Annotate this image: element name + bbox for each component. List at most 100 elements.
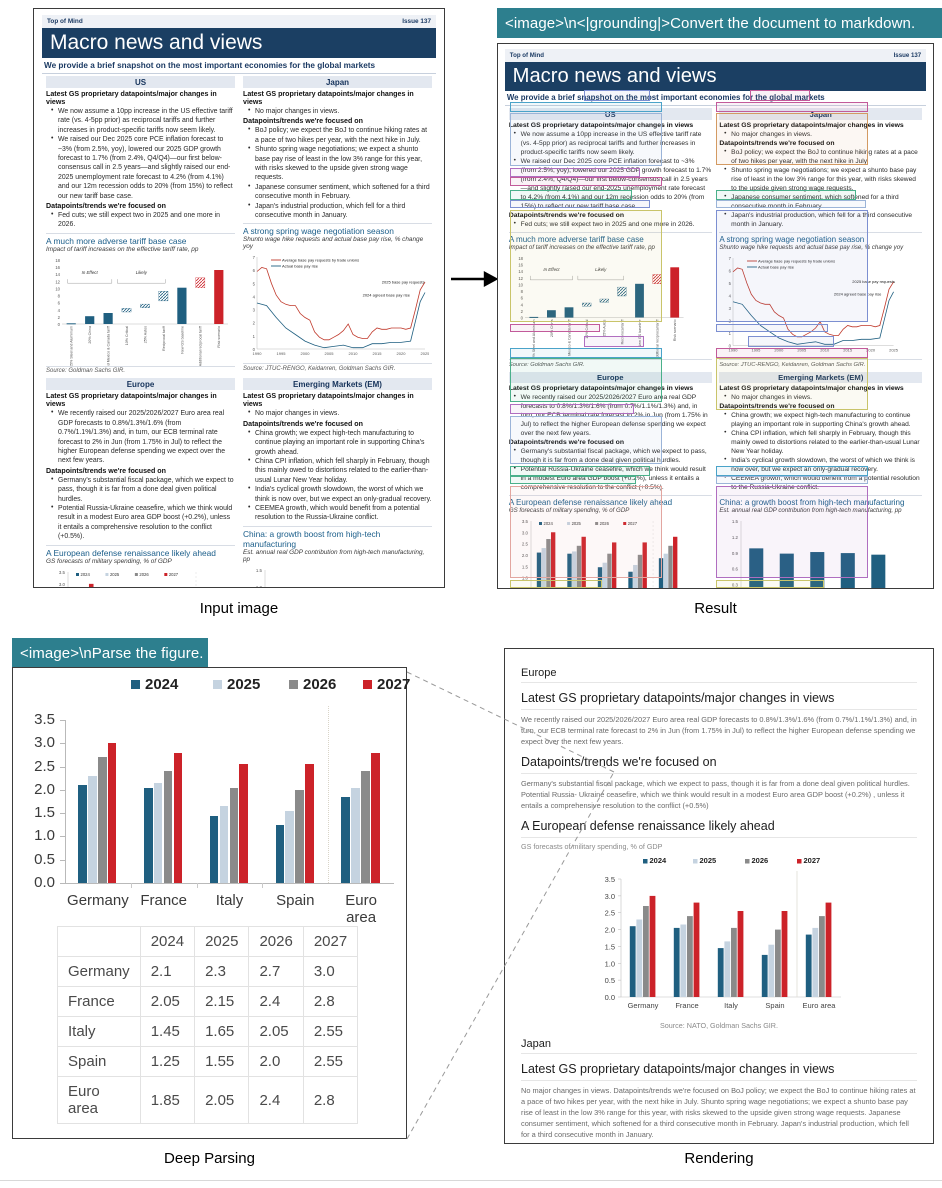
bullet-item: No major changes in views. [723,129,922,139]
bullet-item: Potential Russia-Ukraine ceasefire, whic… [513,464,712,492]
bullet-list: We recently raised our 2025/2026/2027 Eu… [50,408,235,465]
y-axis-tick-mark [60,859,65,861]
section-heading: Latest GS proprietary datapoints/major c… [243,392,414,409]
svg-text:0.6: 0.6 [732,567,739,572]
section-header: Japan [719,108,923,121]
table-header-cell: 2026 [248,926,304,957]
bullet-item: Fed cuts; we still expect two in 2025 an… [50,210,235,230]
bullet-list: China growth; we expect high-tech manufa… [247,428,432,523]
bar-Euro-area-2024 [341,796,351,883]
section-header: Emerging Markets (EM) [243,378,432,391]
section-heading: Datapoints/trends we're focused on [719,139,835,147]
doc-columns-top: US Latest GS proprietary datapoints/major… [42,74,436,376]
doc-topbar-left: Top of Mind [509,51,545,59]
section-heading: Datapoints/trends we're focused on [243,117,363,126]
chart-graphic: 0.00.51.01.52.02.53.03.52024202520262027… [46,566,235,587]
bullet-item: No major changes in views. [723,392,922,402]
bullet-item: India's cyclical growth slowdown, the wo… [247,484,432,504]
svg-text:Additional reciprocal tariff: Additional reciprocal tariff [199,326,203,366]
table-row: France 2.05 2.15 2.4 2.8 [57,986,359,1017]
svg-text:2.5: 2.5 [605,909,615,918]
section-heading: Latest GS proprietary datapoints/major c… [719,121,904,129]
svg-text:1995: 1995 [277,351,287,356]
bar-Germany-2024 [78,785,87,883]
svg-text:2027: 2027 [804,856,821,865]
svg-text:1990: 1990 [253,351,263,356]
svg-text:0: 0 [729,343,732,348]
table-cell: 1.55 [194,1046,250,1077]
table-header-cell: 2027 [302,926,359,957]
svg-text:4: 4 [520,302,523,307]
md-heading-3: Latest GS proprietary datapoints/major c… [521,691,917,710]
bar-France-2026 [163,771,173,883]
svg-text:8: 8 [58,293,61,298]
svg-text:5: 5 [729,281,732,286]
svg-text:2024 agreed base pay rise: 2024 agreed base pay rise [363,293,411,298]
table-cell: 2.55 [302,1016,359,1047]
bullet-item: China growth; we expect high-tech manufa… [247,428,432,457]
input-image-panel: Top of Mind Issue 137 Macro news and views… [33,8,445,588]
y-axis-line [65,720,66,883]
table-cell: 2.8 [302,1076,359,1124]
svg-text:16: 16 [55,265,60,270]
bullet-list: No major changes in views. [247,408,432,418]
svg-text:0: 0 [520,315,523,320]
svg-text:10% Critical: 10% Critical [585,319,589,338]
y-axis-tick-mark [60,720,65,721]
table-cell: 2.05 [248,1016,304,1047]
svg-text:5: 5 [253,282,256,287]
svg-text:6: 6 [253,269,256,274]
rendering-panel: Europe Latest GS proprietary datapoints/m… [504,648,934,1144]
table-cell: Euro area [57,1076,141,1124]
md-paragraph: Germany's substantial fiscal package, wh… [521,779,910,810]
y-axis-tick: 3.0 [34,734,55,752]
svg-text:18: 18 [55,258,60,263]
doc-columns-top: US Latest GS proprietary datapoints/major… [505,106,926,369]
svg-text:0.3: 0.3 [732,582,739,587]
svg-text:25% Autos: 25% Autos [143,326,147,343]
bullet-item: China growth; we expect high-tech manufa… [723,410,922,429]
x-axis-label: Germany [67,892,129,909]
chart-title: A European defense renaissance likely ah… [508,495,712,507]
bullet-list: Germany's substantial fiscal package, wh… [50,475,235,542]
svg-text:New GS baseline: New GS baseline [638,319,642,347]
svg-text:Germany: Germany [628,1001,659,1010]
legend-swatch [213,680,222,689]
svg-text:2025 base pay requests: 2025 base pay requests [382,280,425,285]
bullet-item: Germany's substantial fiscal package, wh… [513,446,712,465]
bullet-item: Japan's industrial production, which fel… [247,201,432,221]
svg-text:7: 7 [729,256,732,261]
table-cell: 1.65 [194,1016,250,1047]
caption-input-image: Input image [199,600,279,617]
svg-text:1: 1 [729,331,732,336]
table-cell: 2.4 [248,1076,304,1124]
svg-text:2024 agreed base pay rise: 2024 agreed base pay rise [834,291,882,296]
bullet-item: Japan's industrial production, which fel… [723,210,922,229]
svg-text:2020: 2020 [866,347,876,352]
doc-title: Macro news and views [42,28,436,58]
chart-title: A much more adverse tariff base case [508,231,712,244]
y-axis-tick-mark [60,883,65,884]
svg-text:Likely: Likely [136,270,148,275]
section-heading: Latest GS proprietary datapoints/major c… [508,121,694,129]
y-axis-tick-mark [60,789,65,791]
svg-text:14: 14 [518,269,523,274]
table-cell: 2.05 [194,1076,250,1124]
bullet-item: Japanese consumer sentiment, which softe… [247,182,432,202]
chart-graphic: 0 2 4 6 8 10 12 14 16 18 In Effect Likely 25% Steel … [46,254,235,366]
chart-subtitle: Shunto wage hike requests and actual bas… [719,243,904,251]
doc-columns-bottom: Europe Latest GS proprietary datapoints/m… [42,376,436,587]
svg-text:2: 2 [520,309,523,314]
chart-title: China: a growth boost from high-tech man… [719,495,923,507]
svg-text:7: 7 [253,255,256,260]
caption-deep-parsing: Deep Parsing [164,1150,255,1167]
legend-label: 2025 [227,676,261,693]
right-arrow-icon [449,268,499,290]
y-axis-tick: 3.5 [34,711,55,728]
table-cell: 2.3 [194,956,250,987]
section-header: Japan [243,76,432,88]
svg-text:14: 14 [55,272,60,277]
svg-text:16: 16 [518,262,523,267]
doc-title: Macro news and views [505,61,926,91]
svg-text:25% Steel and Aluminium: 25% Steel and Aluminium [70,326,74,366]
